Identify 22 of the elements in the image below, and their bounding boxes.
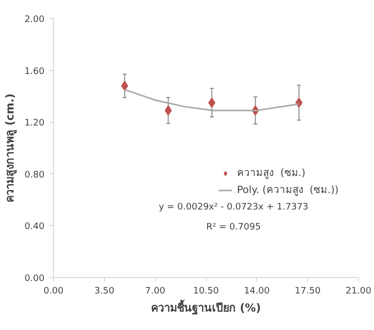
y-tick-label: 0.80 — [24, 170, 45, 180]
x-tick-label: 17.50 — [294, 286, 321, 296]
legend-label: Poly. (ความสูง (ซม.)) — [237, 184, 339, 197]
annotation: y = 0.0029x² - 0.0723x + 1.7373 — [158, 202, 308, 212]
x-tick-label: 7.00 — [145, 286, 166, 296]
y-axis-title: ความสูงกานพลู (cm.) — [3, 93, 18, 203]
point — [208, 98, 216, 108]
y-tick-label: 0.00 — [24, 274, 45, 284]
x-tick-label: 21.00 — [346, 286, 372, 296]
point — [164, 105, 172, 116]
point — [121, 80, 128, 91]
x-tick-label: 0.00 — [43, 286, 64, 296]
x-tick-label: 10.50 — [193, 286, 220, 296]
x-tick-label: 3.50 — [94, 286, 115, 296]
y-tick-label: 1.20 — [24, 118, 45, 129]
y-tick-label: 0.40 — [24, 222, 45, 232]
y-tick-label: 1.60 — [24, 66, 45, 77]
y-tick-label: 2.00 — [24, 15, 45, 25]
x-tick-label: 14.00 — [244, 286, 270, 296]
x-axis-title: ความชื้นฐานเปียก (%) — [151, 300, 261, 316]
annotation: R² = 0.7095 — [206, 222, 261, 232]
legend-label: ความสูง (ซม.) — [237, 167, 306, 180]
